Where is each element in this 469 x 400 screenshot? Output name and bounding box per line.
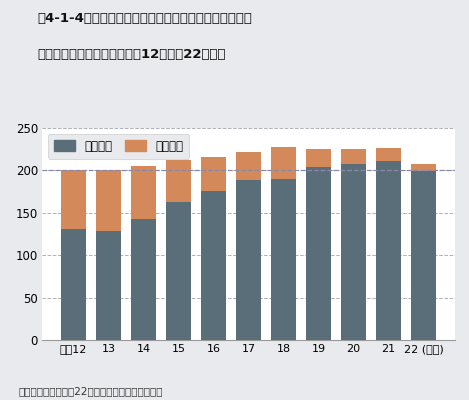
Text: 出典：環境省「平成22年度大気汚染状況報告書」: 出典：環境省「平成22年度大気汚染状況報告書」 xyxy=(19,386,163,396)
Legend: 達成局数, 有効局数: 達成局数, 有効局数 xyxy=(48,134,189,159)
Bar xyxy=(376,161,401,340)
Bar xyxy=(236,180,261,340)
Bar xyxy=(131,166,156,219)
Bar xyxy=(61,170,86,229)
Bar xyxy=(61,229,86,340)
Bar xyxy=(341,149,366,164)
Bar xyxy=(96,231,121,340)
Text: 状況の推移（自排局）（平成12年度～22年度）: 状況の推移（自排局）（平成12年度～22年度） xyxy=(38,48,226,61)
Bar xyxy=(271,147,296,179)
Bar xyxy=(131,219,156,340)
Bar xyxy=(236,152,261,180)
Bar xyxy=(201,191,226,340)
Bar xyxy=(306,167,331,340)
Bar xyxy=(201,157,226,191)
Bar xyxy=(166,160,191,202)
Bar xyxy=(271,179,296,340)
Bar xyxy=(411,164,436,171)
Bar xyxy=(306,149,331,167)
Bar xyxy=(376,148,401,161)
Text: 围4-1-4　対策地域における二酸化窒素の環境基準達成: 围4-1-4 対策地域における二酸化窒素の環境基準達成 xyxy=(38,12,252,25)
Bar xyxy=(341,164,366,340)
Bar xyxy=(166,202,191,340)
Bar xyxy=(96,170,121,231)
Bar xyxy=(411,171,436,340)
